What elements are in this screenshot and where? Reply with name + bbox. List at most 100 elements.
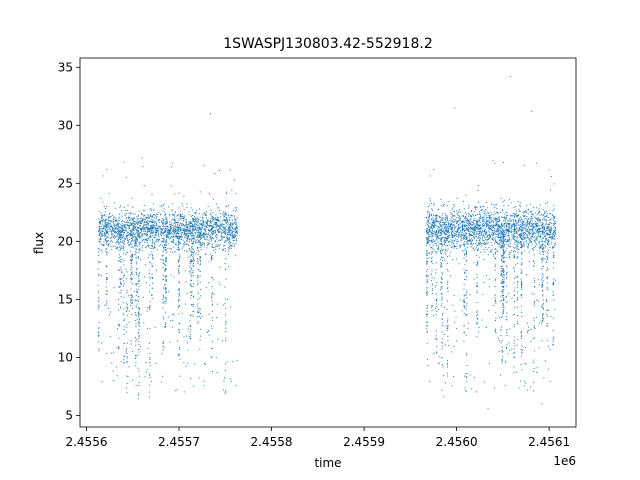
data-point: [539, 246, 541, 248]
data-point: [103, 234, 105, 236]
data-point: [197, 311, 199, 313]
data-point: [225, 331, 227, 333]
data-point: [156, 239, 158, 241]
data-point: [163, 208, 165, 210]
data-point: [495, 224, 497, 226]
data-point: [525, 241, 527, 243]
data-point: [144, 241, 146, 243]
data-point: [178, 265, 180, 267]
data-point: [163, 228, 165, 230]
data-point: [155, 239, 157, 241]
data-point: [202, 225, 204, 227]
data-point: [176, 244, 178, 246]
data-point: [110, 220, 112, 222]
data-point: [112, 228, 114, 230]
data-point: [487, 223, 489, 225]
data-point: [189, 325, 191, 327]
data-point: [172, 313, 174, 315]
data-point: [542, 237, 544, 239]
data-point: [228, 219, 230, 221]
data-point: [121, 246, 123, 248]
data-point: [210, 225, 212, 227]
data-point: [158, 211, 160, 213]
data-point: [130, 255, 132, 257]
data-point: [121, 229, 123, 231]
data-point: [172, 225, 174, 227]
data-point: [118, 227, 120, 229]
data-point: [230, 232, 232, 234]
data-point: [114, 216, 116, 218]
data-point: [161, 245, 163, 247]
data-point: [464, 243, 466, 245]
data-point: [185, 365, 187, 367]
data-point: [546, 226, 548, 228]
data-point: [129, 239, 131, 240]
data-point: [130, 222, 132, 224]
data-point: [178, 259, 180, 261]
data-point: [106, 230, 108, 232]
data-point: [143, 225, 145, 227]
data-point: [206, 331, 208, 333]
data-point: [120, 283, 122, 285]
data-point: [500, 245, 502, 247]
data-point: [100, 231, 102, 233]
data-point: [169, 227, 171, 229]
data-point: [468, 223, 470, 225]
data-point: [195, 218, 197, 220]
data-point: [555, 228, 557, 230]
data-point: [472, 213, 474, 215]
data-point: [438, 232, 440, 234]
data-point: [458, 224, 460, 226]
data-point: [212, 231, 214, 233]
data-point: [147, 242, 149, 244]
data-point: [105, 225, 107, 227]
data-point: [480, 222, 482, 224]
data-point: [162, 233, 164, 235]
data-point: [535, 212, 537, 214]
data-point: [187, 237, 189, 239]
data-point: [436, 248, 438, 250]
data-point: [458, 224, 460, 226]
data-point: [476, 222, 478, 224]
data-point: [122, 220, 124, 222]
data-point: [131, 257, 133, 258]
data-point: [478, 227, 480, 229]
data-point: [155, 228, 157, 230]
data-point: [165, 322, 167, 324]
data-point: [229, 227, 231, 229]
data-point: [518, 221, 520, 223]
data-point: [530, 241, 532, 243]
data-point: [191, 227, 193, 229]
data-point: [449, 223, 451, 225]
data-point: [498, 216, 500, 218]
data-point: [236, 233, 238, 235]
data-point: [517, 215, 519, 217]
data-point: [178, 249, 180, 251]
data-point: [444, 204, 446, 206]
data-point: [139, 235, 141, 237]
data-point: [165, 292, 167, 294]
data-point: [426, 237, 428, 239]
data-point: [439, 250, 441, 252]
data-point: [191, 260, 193, 262]
data-point: [158, 220, 160, 222]
data-point: [200, 232, 202, 234]
data-point: [118, 229, 120, 231]
data-point: [551, 238, 553, 240]
data-point: [462, 229, 464, 231]
data-point: [170, 166, 172, 168]
data-point: [434, 243, 436, 245]
data-point: [184, 232, 186, 234]
data-point: [126, 306, 128, 308]
data-point: [109, 223, 111, 225]
data-point: [105, 218, 107, 220]
data-point: [528, 232, 530, 234]
data-point: [158, 239, 160, 241]
data-point: [491, 220, 493, 222]
data-point: [458, 232, 460, 234]
data-point: [135, 268, 137, 270]
data-point: [485, 232, 487, 234]
data-point: [501, 236, 503, 238]
data-point: [495, 228, 497, 230]
data-point: [110, 221, 112, 223]
